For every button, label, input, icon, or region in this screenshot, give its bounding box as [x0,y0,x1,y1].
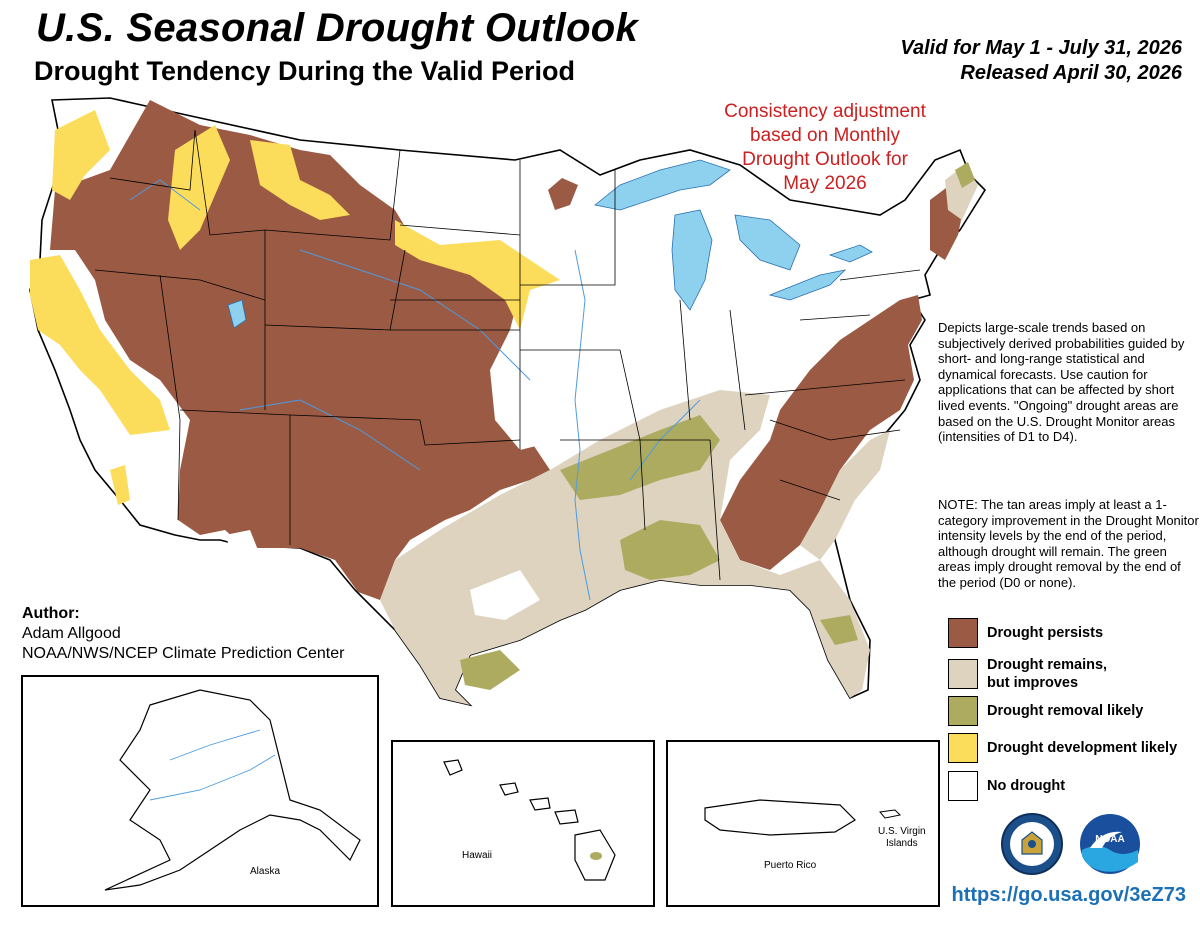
valid-period: Valid for May 1 - July 31, 2026 [900,37,1182,59]
virgin-islands-label: U.S. Virgin Islands [878,826,926,850]
legend-development: Drought development likely [948,733,1200,763]
author-name: Adam Allgood [22,625,121,642]
map-description: Depicts large-scale trends based on subj… [938,320,1185,445]
legend-swatch-persists [948,618,978,648]
lake-huron [734,214,801,271]
great-salt-lake [227,299,247,329]
legend-swatch-removal [948,696,978,726]
legend-swatch-improves [948,659,978,689]
alaska-rivers [149,729,276,801]
virgin-islands-line-2: Islands [885,838,918,849]
legend-label-persists: Drought persists [987,625,1104,641]
removal-maine [955,162,975,188]
legend-persists: Drought persists [948,618,1200,648]
alaska-label: Alaska [250,866,281,877]
lake-michigan [671,209,713,311]
consistency-line-4: May 2026 [783,173,867,194]
removal-florida [820,615,858,645]
persists-minnesota [548,178,578,210]
lake-ontario [828,244,873,263]
development-socal [110,465,130,505]
author-block: Author: Adam Allgood NOAA/NWS/NCEP Clima… [22,604,344,664]
hawaii-removal [590,852,602,860]
commerce-seal-icon [1001,813,1063,875]
consistency-line-2: based on Monthly [750,125,900,146]
consistency-line-3: Drought Outlook for [742,149,908,170]
legend-swatch-no-drought [948,771,978,801]
alaska-shape [104,689,361,891]
no-drought-nm [225,530,260,560]
virgin-islands-shape [879,809,902,819]
source-url-link[interactable]: https://go.usa.gov/3eZ73 [951,884,1186,906]
development-idaho [168,125,230,250]
legend-improves-line-1: Drought remains, [987,657,1108,673]
removal-arkansas [560,415,720,500]
author-org: NOAA/NWS/NCEP Climate Prediction Center [22,645,345,662]
improves-southeast [800,430,890,560]
map-subtitle: Drought Tendency During the Valid Period [34,56,576,86]
development-california [30,255,170,435]
development-montana [250,140,350,220]
map-note: NOTE: The tan areas imply at least a 1-c… [938,497,1199,590]
legend-label-development: Drought development likely [987,740,1178,756]
lake-erie [768,269,847,301]
legend-removal: Drought removal likely [948,696,1200,726]
no-drought-texas [470,570,540,620]
development-dakotas [395,220,560,330]
rivers [129,179,701,601]
noaa-logo-icon: NOAA [1080,814,1140,874]
lake-superior [594,159,731,211]
development-pnw [52,110,110,200]
map-title: U.S. Seasonal Drought Outlook [36,6,639,50]
persists-east [720,295,922,570]
no-drought-ozarks [490,370,560,450]
state-borders [94,129,921,581]
author-heading: Author: [22,605,80,622]
consistency-line-1: Consistency adjustment [724,101,926,122]
hawaii-inset [391,740,655,907]
legend-label-improves: Drought remains, but improves [987,656,1200,692]
legend-improves: Drought remains, but improves [948,656,1200,692]
virgin-islands-line-1: U.S. Virgin [878,826,926,837]
removal-texas [460,650,520,690]
validity-block: Valid for May 1 - July 31, 2026 Released… [900,36,1182,86]
legend-no-drought: No drought [948,771,1200,801]
legend-label-no-drought: No drought [987,778,1066,794]
consistency-note: Consistency adjustment based on Monthly … [700,100,950,196]
removal-gulf [620,520,720,580]
puerto-rico-shape [704,799,856,836]
hawaii-label: Hawaii [462,850,493,861]
legend-label-removal: Drought removal likely [987,703,1144,719]
legend-swatch-development [948,733,978,763]
noaa-logo-text: NOAA [1095,834,1124,845]
legend-improves-line-2: but improves [987,675,1079,691]
release-date: Released April 30, 2026 [960,62,1182,84]
puerto-rico-label: Puerto Rico [764,860,817,871]
